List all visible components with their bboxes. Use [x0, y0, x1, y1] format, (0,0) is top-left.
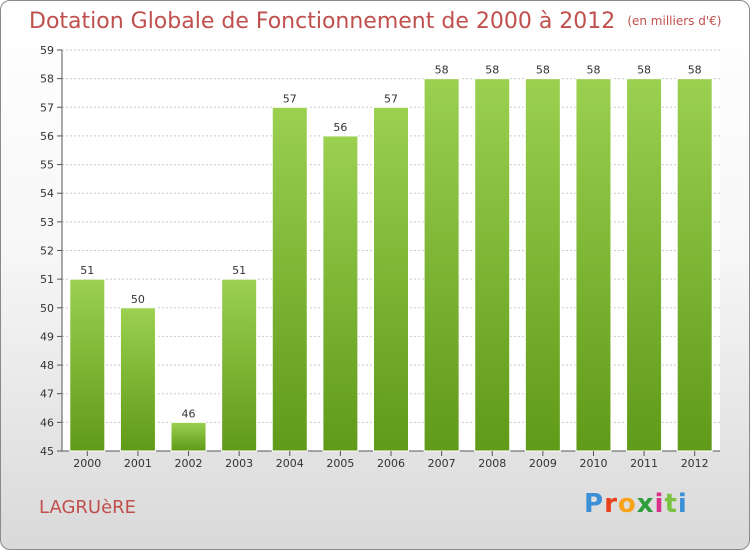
- bar-value-label: 58: [637, 64, 651, 77]
- bar: [322, 135, 359, 452]
- x-tick-label: 2005: [326, 457, 354, 470]
- bar: [119, 307, 156, 452]
- y-tick-label: 49: [40, 330, 54, 343]
- bar-value-label: 58: [485, 64, 499, 77]
- chart-title: Dotation Globale de Fonctionnement de 20…: [29, 9, 721, 34]
- bar: [524, 78, 561, 452]
- y-tick-label: 50: [40, 302, 54, 315]
- x-tick-label: 2007: [428, 457, 456, 470]
- logo-letter: P: [584, 489, 605, 519]
- bar-value-label: 58: [536, 64, 550, 77]
- bar: [373, 106, 409, 452]
- x-tick-label: 2009: [529, 457, 557, 470]
- y-tick-label: 57: [40, 101, 54, 114]
- x-tick-label: 2004: [276, 457, 304, 470]
- y-tick-label: 59: [40, 44, 54, 57]
- bar-value-label: 58: [688, 64, 702, 77]
- unit-label: (en milliers d'€): [627, 14, 722, 28]
- logo-letter: x: [636, 489, 655, 519]
- x-tick-label: 2008: [478, 457, 506, 470]
- title-text: Dotation Globale de Fonctionnement de 20…: [29, 9, 616, 34]
- bar: [575, 78, 612, 452]
- bar: [676, 78, 713, 452]
- logo-letter: i: [677, 489, 688, 519]
- bar: [423, 78, 460, 452]
- bar: [271, 106, 308, 452]
- x-tick-label: 2001: [124, 457, 152, 470]
- y-tick-label: 54: [40, 187, 54, 200]
- bar: [221, 278, 258, 452]
- y-tick-label: 48: [40, 359, 54, 372]
- logo-letter: t: [664, 489, 678, 519]
- bar-value-label: 56: [333, 121, 347, 134]
- y-tick-label: 47: [40, 388, 54, 401]
- commune-name: LAGRUèRE: [39, 497, 137, 518]
- bar-value-label: 58: [435, 64, 449, 77]
- y-tick-label: 53: [40, 216, 54, 229]
- logo-letter: r: [604, 489, 618, 519]
- x-tick-label: 2011: [630, 457, 658, 470]
- logo-letter: o: [617, 489, 637, 519]
- bar: [69, 278, 106, 452]
- bar-value-label: 46: [182, 407, 196, 420]
- x-tick-label: 2002: [175, 457, 203, 470]
- logo-letter: i: [654, 489, 665, 519]
- bar: [474, 78, 511, 452]
- bar-value-label: 57: [384, 92, 398, 105]
- bar-value-label: 51: [232, 264, 246, 277]
- y-tick-label: 55: [40, 159, 54, 172]
- x-tick-label: 2010: [579, 457, 607, 470]
- bar-value-label: 58: [586, 64, 600, 77]
- y-tick-label: 56: [40, 130, 54, 143]
- x-tick-label: 2000: [73, 457, 101, 470]
- bar-value-label: 57: [283, 92, 297, 105]
- y-tick-label: 52: [40, 245, 54, 258]
- proxiti-logo: Proxiti: [584, 489, 688, 519]
- y-tick-label: 45: [40, 445, 54, 458]
- x-tick-label: 2012: [681, 457, 709, 470]
- bar-value-label: 51: [80, 264, 94, 277]
- y-tick-label: 46: [40, 416, 54, 429]
- x-tick-label: 2006: [377, 457, 405, 470]
- bar-value-label: 50: [131, 293, 145, 306]
- y-tick-label: 51: [40, 273, 54, 286]
- bar: [170, 421, 207, 452]
- x-tick-label: 2003: [225, 457, 253, 470]
- y-tick-label: 58: [40, 73, 54, 86]
- bar: [626, 78, 663, 452]
